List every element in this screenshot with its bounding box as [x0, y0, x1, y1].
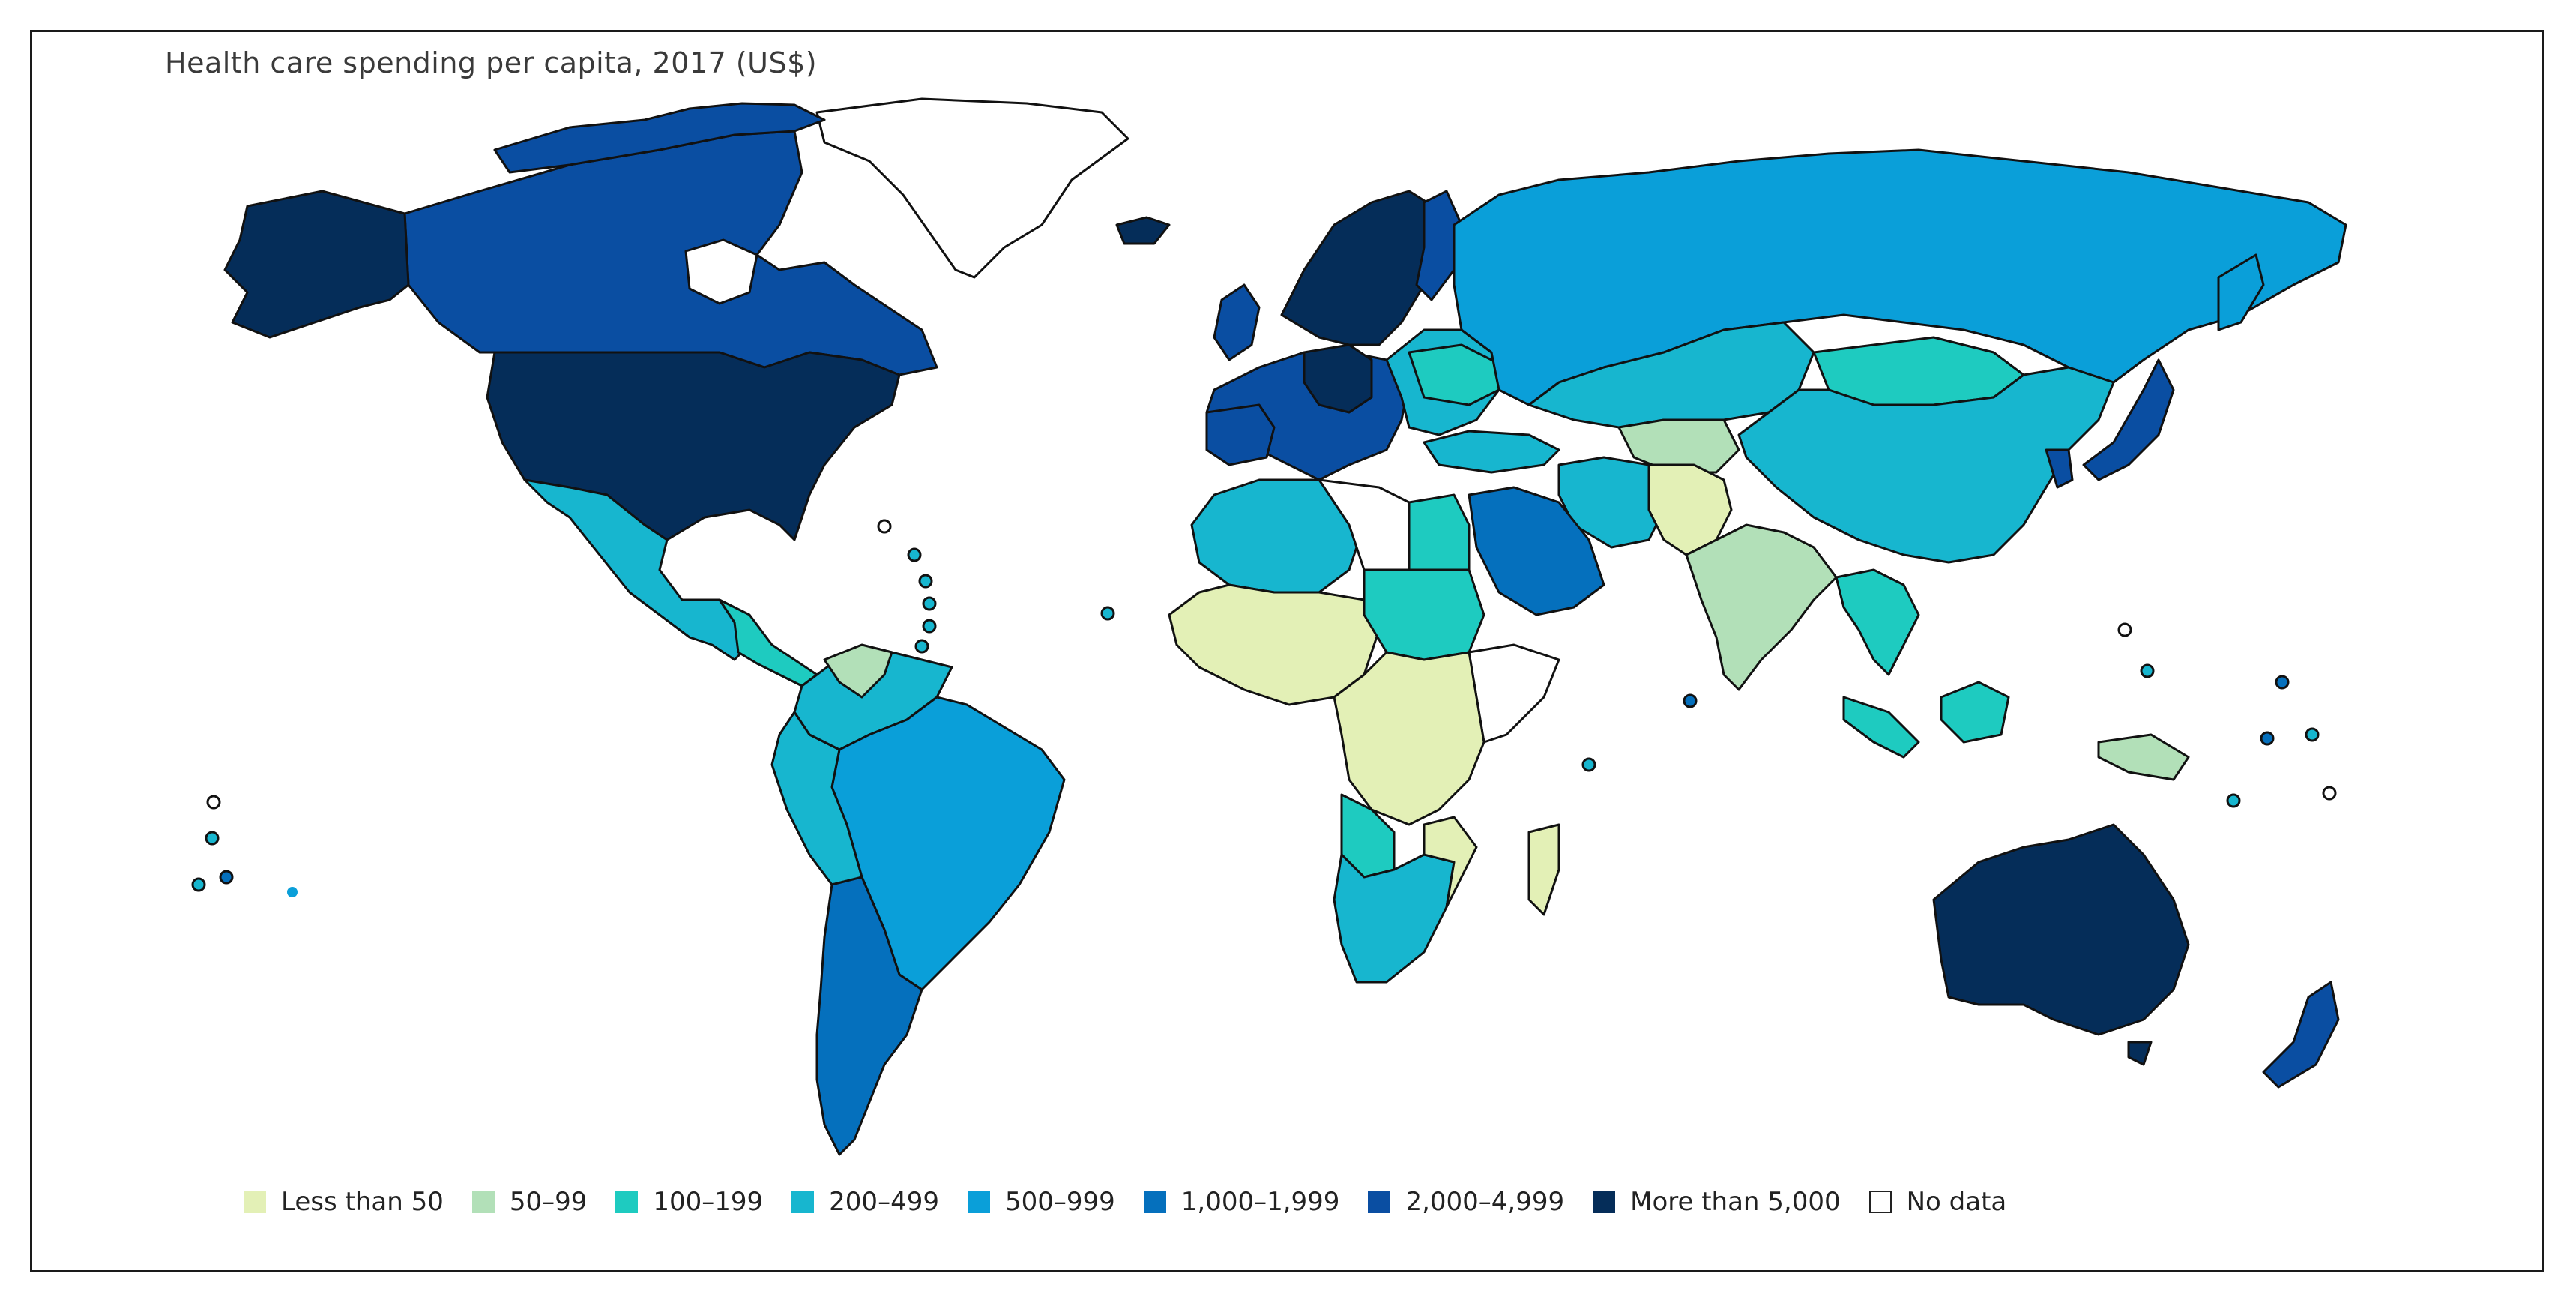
- region-borneo: [1940, 681, 2010, 744]
- legend-swatch: [967, 1191, 990, 1213]
- island-pacific-5: [287, 887, 298, 897]
- legend-swatch: [1868, 1191, 1892, 1213]
- region-central-asia: [1617, 418, 1740, 474]
- region-canada: [403, 130, 938, 376]
- island-oceania-1: [2117, 622, 2132, 637]
- legend-swatch: [244, 1191, 266, 1213]
- island-oceania-5: [2305, 727, 2320, 742]
- region-iberia: [1205, 403, 1276, 466]
- legend-swatch: [471, 1191, 495, 1213]
- legend-label: 100–199: [653, 1187, 764, 1217]
- legend-label: No data: [1906, 1187, 2007, 1217]
- region-korea: [2045, 448, 2074, 489]
- legend-item: 500–999: [967, 1187, 1115, 1217]
- region-alaska: [223, 190, 410, 339]
- region-west-africa: [1168, 583, 1381, 706]
- island-indian-2: [1683, 693, 1698, 708]
- legend-label: 500–999: [1004, 1187, 1115, 1217]
- island-atlantic-1: [1100, 606, 1115, 621]
- region-papua: [2097, 733, 2190, 781]
- legend-label: 1,000–1,999: [1180, 1187, 1340, 1217]
- region-germany: [1303, 343, 1373, 414]
- region-guyana: [823, 643, 893, 699]
- region-canada-arctic: [493, 102, 826, 174]
- island-oceania-7: [2322, 786, 2337, 801]
- island-caribbean-3: [918, 574, 933, 589]
- region-saudi: [1468, 486, 1605, 616]
- region-finland: [1415, 190, 1463, 301]
- island-caribbean-6: [914, 639, 929, 654]
- legend-swatch: [1143, 1191, 1166, 1213]
- region-sudan: [1363, 568, 1485, 661]
- region-southern-africa: [1333, 853, 1456, 984]
- region-se-asia: [1835, 568, 1920, 676]
- region-hudson-bay: [684, 238, 758, 305]
- region-turkey: [1423, 430, 1560, 474]
- region-uk: [1213, 283, 1261, 361]
- legend: Less than 50 50–99 100–199 200–499 500–999 1,…: [244, 1187, 2035, 1217]
- legend-label: 200–499: [829, 1187, 939, 1217]
- island-pacific-3: [219, 870, 234, 885]
- legend-item: No data: [1868, 1187, 2007, 1217]
- region-madagascar: [1527, 823, 1560, 916]
- region-iran: [1557, 456, 1673, 549]
- legend-swatch: [1368, 1191, 1391, 1213]
- island-pacific-2: [205, 831, 220, 846]
- region-australia: [1932, 823, 2190, 1036]
- legend-label: 50–99: [509, 1187, 588, 1217]
- legend-item: Less than 50: [244, 1187, 444, 1217]
- island-caribbean-2: [907, 547, 922, 562]
- legend-label: 2,000–4,999: [1405, 1187, 1565, 1217]
- region-egypt: [1408, 493, 1471, 571]
- island-pacific-4: [191, 877, 206, 892]
- island-oceania-2: [2140, 663, 2155, 678]
- island-caribbean-4: [922, 596, 937, 611]
- map-title: Health care spending per capita, 2017 (U…: [165, 46, 818, 79]
- legend-item: 100–199: [615, 1187, 763, 1217]
- legend-label: Less than 50: [281, 1187, 444, 1217]
- island-oceania-6: [2226, 793, 2241, 808]
- region-mozambique: [1423, 816, 1478, 909]
- region-central-africa: [1333, 651, 1485, 826]
- legend-swatch: [1593, 1191, 1616, 1213]
- region-japan: [2082, 358, 2175, 481]
- legend-item: 2,000–4,999: [1368, 1187, 1564, 1217]
- region-greenland: [815, 97, 1129, 279]
- legend-item: More than 5,000: [1593, 1187, 1841, 1217]
- legend-item: 50–99: [471, 1187, 588, 1217]
- island-indian-1: [1581, 757, 1596, 772]
- region-argentina: [815, 876, 923, 1156]
- island-caribbean-1: [877, 519, 892, 534]
- island-oceania-4: [2260, 731, 2275, 746]
- legend-swatch: [791, 1191, 815, 1213]
- island-caribbean-5: [922, 619, 937, 634]
- legend-label: More than 5,000: [1630, 1187, 1841, 1217]
- island-oceania-3: [2275, 675, 2290, 690]
- island-pacific-1: [206, 795, 221, 810]
- legend-item: 200–499: [791, 1187, 939, 1217]
- region-usa: [486, 351, 901, 541]
- legend-swatch: [615, 1191, 639, 1213]
- region-iceland: [1115, 216, 1171, 245]
- region-indonesia: [1842, 696, 1920, 759]
- region-kamchatka: [2217, 253, 2265, 331]
- region-new-zealand: [2262, 981, 2340, 1089]
- region-tasmania: [2127, 1041, 2153, 1066]
- region-india: [1685, 523, 1838, 691]
- legend-item: 1,000–1,999: [1143, 1187, 1340, 1217]
